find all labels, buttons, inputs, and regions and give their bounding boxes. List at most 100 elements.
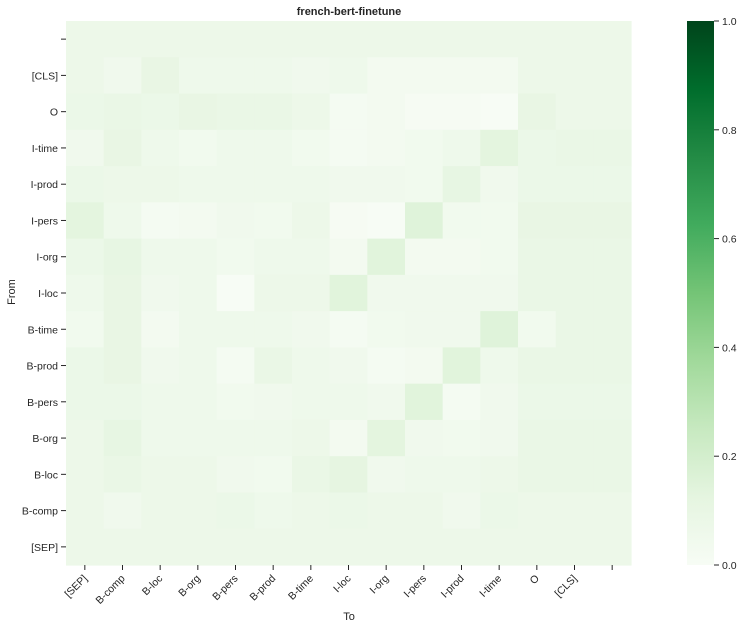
heatmap-cell (555, 21, 594, 58)
heatmap-cell (66, 129, 105, 167)
heatmap-cell (442, 166, 481, 203)
x-tick-label: I-time (477, 573, 504, 600)
x-tick-label: B-time (286, 573, 316, 603)
heatmap-cell (480, 129, 519, 167)
heatmap-cell (329, 347, 368, 385)
heatmap-cell (480, 21, 519, 58)
heatmap-cell (555, 311, 594, 348)
heatmap-cell (593, 57, 632, 95)
heatmap-cell (480, 57, 519, 95)
heatmap-cell (103, 202, 142, 240)
heatmap-cell (442, 456, 481, 494)
heatmap-cell (141, 129, 180, 167)
heatmap-cell (216, 21, 255, 58)
heatmap-cell (329, 528, 368, 566)
heatmap-cell (103, 274, 142, 312)
colorbar-tick-label: 0.4 (722, 342, 737, 354)
heatmap-cell (216, 456, 255, 494)
heatmap-cell (555, 274, 594, 312)
y-tick-label: O (50, 107, 58, 119)
x-tick-label: I-org (368, 573, 392, 597)
heatmap-cell (593, 347, 632, 385)
heatmap-cell (518, 383, 557, 421)
heatmap-cell (216, 93, 255, 131)
heatmap-cell (254, 347, 293, 385)
heatmap-cell (141, 57, 180, 95)
heatmap-cell (66, 311, 105, 348)
heatmap-cell (518, 166, 557, 203)
heatmap-cell (518, 311, 557, 348)
heatmap-cell (555, 166, 594, 203)
heatmap-cell (292, 311, 331, 348)
heatmap-cell (329, 492, 368, 530)
heatmap-cell (480, 419, 519, 457)
heatmap-cell (367, 492, 406, 530)
heatmap-cell (66, 21, 105, 58)
heatmap-cell (141, 456, 180, 494)
heatmap-cell (480, 166, 519, 203)
colorbar-tick-label: 0.6 (722, 234, 737, 246)
heatmap-cell (292, 492, 331, 530)
heatmap-cell (442, 274, 481, 312)
heatmap-cell (141, 274, 180, 312)
y-axis-ticks: [CLS] O I-time I-prod I-pers I-org I-loc B-time… (22, 38, 66, 554)
heatmap-cell (555, 129, 594, 167)
heatmap-cell (179, 238, 218, 276)
heatmap-cell (329, 419, 368, 457)
heatmap-cell (555, 57, 594, 95)
heatmap-cell (216, 274, 255, 312)
x-tick-label: [CLS] (553, 573, 580, 600)
x-tick-label: B-comp (94, 573, 128, 607)
heatmap-cell (292, 202, 331, 240)
heatmap-cell (367, 274, 406, 312)
heatmap-cell (518, 419, 557, 457)
colorbar (687, 21, 714, 565)
heatmap-cell (141, 419, 180, 457)
heatmap-cell (292, 129, 331, 167)
x-tick-label: B-org (176, 573, 203, 600)
heatmap-cell (442, 419, 481, 457)
heatmap-cell (254, 274, 293, 312)
y-tick-label: I-org (36, 252, 58, 264)
heatmap-cell (216, 383, 255, 421)
heatmap-cell (405, 456, 444, 494)
heatmap-cell (480, 383, 519, 421)
heatmap-cell (555, 202, 594, 240)
heatmap-cell (254, 57, 293, 95)
heatmap-cell (179, 419, 218, 457)
heatmap-cell (254, 93, 293, 131)
heatmap-cell (254, 166, 293, 203)
heatmap-cell (480, 274, 519, 312)
heatmap-cell (367, 456, 406, 494)
heatmap-cell (593, 129, 632, 167)
heatmap-cell (367, 202, 406, 240)
heatmap-cell (329, 456, 368, 494)
heatmap-cell (593, 492, 632, 530)
x-tick-label: B-prod (248, 573, 279, 604)
heatmap-cell (593, 419, 632, 457)
heatmap-cell (179, 21, 218, 58)
heatmap-cell (292, 456, 331, 494)
heatmap-cell (480, 528, 519, 566)
heatmap-cell (292, 419, 331, 457)
heatmap-cell (442, 528, 481, 566)
heatmap-cell (103, 419, 142, 457)
heatmap-cell (593, 528, 632, 566)
heatmap-cell (329, 166, 368, 203)
y-tick-label: [SEP] (31, 542, 58, 554)
heatmap-cell (216, 166, 255, 203)
heatmap-cell (405, 238, 444, 276)
heatmap-cell (141, 311, 180, 348)
y-tick-label: B-prod (26, 361, 58, 373)
heatmap-cell (405, 419, 444, 457)
heatmap-cell (329, 311, 368, 348)
y-tick-label: B-time (28, 324, 58, 336)
heatmap-cell (442, 57, 481, 95)
heatmap-cell (254, 311, 293, 348)
heatmap-cell (292, 274, 331, 312)
heatmap-cell (367, 419, 406, 457)
heatmap-cell (216, 492, 255, 530)
heatmap-cell (593, 166, 632, 203)
heatmap-cell (216, 202, 255, 240)
